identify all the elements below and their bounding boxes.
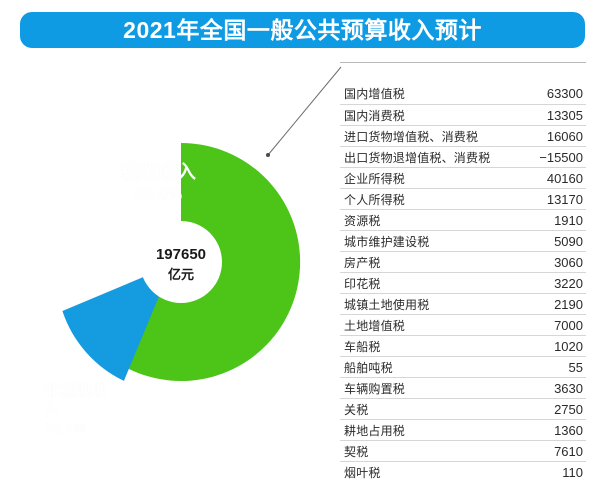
slice-label-nontax-percent: 14.1% — [44, 420, 87, 438]
table-cell-item-name: 资源税 — [340, 209, 525, 231]
table-cell-item-value: 55 — [524, 356, 586, 378]
table-row[interactable]: 关税 2750 — [340, 398, 586, 420]
table-cell-item-name: 船舶吨税 — [340, 356, 525, 378]
table-cell-item-value: 63300 — [524, 83, 586, 105]
table-cell-item-name: 车船税 — [340, 335, 525, 357]
table-row[interactable]: 车船税 1020 — [340, 335, 586, 357]
table-cell-item-value: 7610 — [524, 440, 586, 462]
table-cell-item-value: 2750 — [524, 398, 586, 420]
table-row[interactable]: 企业所得税 40160 — [340, 167, 586, 189]
table-top-rule — [340, 62, 586, 84]
donut-chart: 197650 亿元 税收收入 85.9% 非税收收入 14.1% — [0, 120, 335, 437]
table-cell-item-name: 印花税 — [340, 272, 525, 294]
table-row[interactable]: 耕地占用税 1360 — [340, 419, 586, 441]
title-banner: 2021年全国一般公共预算收入预计 — [20, 12, 585, 48]
table-cell-item-name: 国内消费税 — [340, 104, 525, 126]
table-cell-item-value: 5090 — [524, 230, 586, 252]
table-cell-item-name: 耕地占用税 — [340, 419, 525, 441]
table-row[interactable]: 出口货物退增值税、消费税 −15500 — [340, 146, 586, 168]
table-row[interactable]: 印花税 3220 — [340, 272, 586, 294]
table-row[interactable]: 房产税 3060 — [340, 251, 586, 273]
table-cell-item-name: 企业所得税 — [340, 167, 525, 189]
table-row[interactable]: 车辆购置税 3630 — [340, 377, 586, 399]
table-cell-item-value: 40160 — [524, 167, 586, 189]
table-row[interactable]: 进口货物增值税、消费税 16060 — [340, 125, 586, 147]
budget-revenue-table: 国内增值税 63300 国内消费税 13305 进口货物增值税、消费税 16060 出口货物… — [340, 62, 586, 482]
table-cell-item-name: 城镇土地使用税 — [340, 293, 525, 315]
table-cell-item-value: 13305 — [524, 104, 586, 126]
table-row[interactable]: 船舶吨税 55 — [340, 356, 586, 378]
table-cell-item-name: 契税 — [340, 440, 525, 462]
page-title: 2021年全国一般公共预算收入预计 — [123, 16, 482, 43]
table-cell-item-value: 7000 — [524, 314, 586, 336]
table-cell-item-value: 13170 — [524, 188, 586, 210]
table-cell-item-name: 城市维护建设税 — [340, 230, 525, 252]
table-cell-item-value: 3630 — [524, 377, 586, 399]
table-cell-item-value: 1360 — [524, 419, 586, 441]
table-cell-item-name: 个人所得税 — [340, 188, 525, 210]
table-cell-item-name: 进口货物增值税、消费税 — [340, 125, 525, 147]
table-top-rule-cell — [340, 62, 586, 84]
table-cell-item-value: 16060 — [524, 125, 586, 147]
table-row[interactable]: 土地增值税 7000 — [340, 314, 586, 336]
table-cell-item-name: 车辆购置税 — [340, 377, 525, 399]
table-row[interactable]: 资源税 1910 — [340, 209, 586, 231]
table-row[interactable]: 城镇土地使用税 2190 — [340, 293, 586, 315]
table-row[interactable]: 城市维护建设税 5090 — [340, 230, 586, 252]
table-row[interactable]: 个人所得税 13170 — [340, 188, 586, 210]
table-row[interactable]: 烟叶税 110 — [340, 461, 586, 482]
donut-slice-nontax[interactable] — [62, 265, 172, 381]
table-cell-item-value: −15500 — [524, 146, 586, 168]
table-cell-item-name: 国内增值税 — [340, 83, 525, 105]
table-cell-item-name: 烟叶税 — [340, 461, 525, 482]
table-row[interactable]: 国内增值税 63300 — [340, 83, 586, 105]
table-cell-item-value: 3220 — [524, 272, 586, 294]
table-body: 国内增值税 63300 国内消费税 13305 进口货物增值税、消费税 16060 出口货物… — [340, 62, 586, 482]
table-cell-item-name: 房产税 — [340, 251, 525, 273]
table-cell-item-value: 110 — [524, 461, 586, 482]
table-cell-item-name: 关税 — [340, 398, 525, 420]
donut-center-hole — [140, 221, 222, 303]
table-row[interactable]: 契税 7610 — [340, 440, 586, 462]
table-cell-item-value: 2190 — [524, 293, 586, 315]
table-cell-item-value: 1020 — [524, 335, 586, 357]
table-cell-item-name: 土地增值税 — [340, 314, 525, 336]
table-cell-item-value: 3060 — [524, 251, 586, 273]
table-cell-item-name: 出口货物退增值税、消费税 — [340, 146, 525, 168]
donut-chart-svg — [62, 142, 301, 381]
table-row[interactable]: 国内消费税 13305 — [340, 104, 586, 126]
table-cell-item-value: 1910 — [524, 209, 586, 231]
